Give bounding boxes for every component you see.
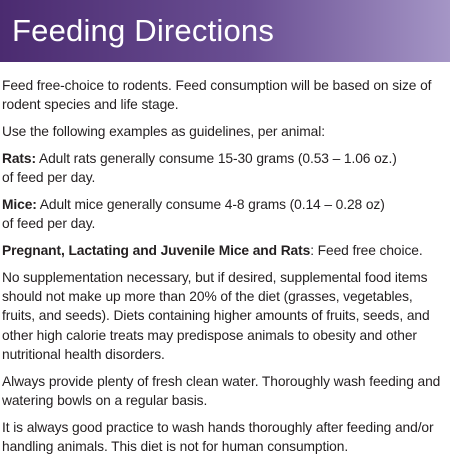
text-line: Use the following examples as guidelines… xyxy=(2,124,325,140)
paragraph: It is always good practice to wash hands… xyxy=(2,418,450,457)
header-banner: Feeding Directions xyxy=(0,0,450,62)
text-line: should not make up more than 20% of the … xyxy=(2,289,413,305)
title: Feeding Directions xyxy=(12,13,275,48)
label: Pregnant, Lactating and Juvenile Mice an… xyxy=(2,243,311,259)
paragraph: Use the following examples as guidelines… xyxy=(2,122,450,141)
text-line: fruits, and seeds). Diets containing hig… xyxy=(2,308,430,324)
text-line: No supplementation necessary, but if des… xyxy=(2,269,428,285)
text-line: Adult mice generally consume 4-8 grams (… xyxy=(39,196,385,212)
text-line: : Feed free choice. xyxy=(310,243,423,259)
text-line: It is always good practice to wash hands… xyxy=(2,419,434,435)
paragraph: Mice: Adult mice generally consume 4-8 g… xyxy=(2,195,450,234)
label: Rats: xyxy=(2,150,36,166)
text-line: Adult rats generally consume 15-30 grams… xyxy=(38,150,397,166)
paragraph: Rats: Adult rats generally consume 15-30… xyxy=(2,149,450,188)
content: Feed free-choice to rodents. Feed consum… xyxy=(0,62,450,457)
text-line: Always provide plenty of fresh clean wat… xyxy=(2,373,441,389)
paragraph: Feed free-choice to rodents. Feed consum… xyxy=(2,76,450,115)
paragraph: No supplementation necessary, but if des… xyxy=(2,268,450,364)
paragraph: Always provide plenty of fresh clean wat… xyxy=(2,372,450,411)
text-line: nutritional health disorders. xyxy=(2,347,165,363)
text-line: other high calorie treats may predispose… xyxy=(2,327,417,343)
text-line: of feed per day. xyxy=(2,216,96,232)
text-line: handling animals. This diet is not for h… xyxy=(2,439,349,455)
text-line: rodent species and life stage. xyxy=(2,97,179,113)
text-line: of feed per day. xyxy=(2,170,96,186)
label: Mice: xyxy=(2,196,37,212)
text-line: Feed free-choice to rodents. Feed consum… xyxy=(2,78,432,93)
paragraph: Pregnant, Lactating and Juvenile Mice an… xyxy=(2,241,450,260)
text-line: watering bowls on a regular basis. xyxy=(2,393,208,409)
